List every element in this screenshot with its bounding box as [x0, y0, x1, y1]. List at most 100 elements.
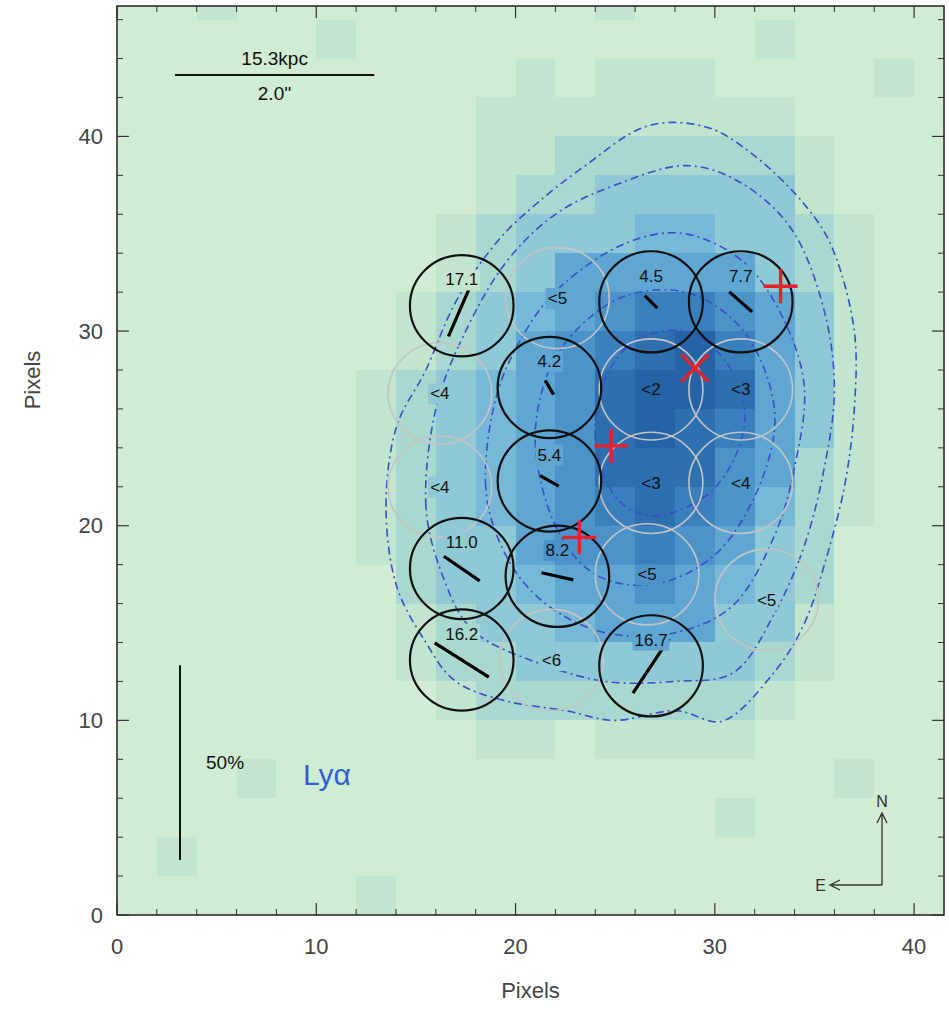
image-cell — [675, 59, 715, 98]
minor-tick — [276, 909, 277, 915]
image-cell — [635, 136, 675, 175]
image-cell — [595, 604, 635, 643]
image-cell — [316, 214, 356, 253]
image-cell — [914, 642, 944, 681]
image-cell — [316, 604, 356, 643]
minor-tick — [156, 909, 157, 915]
minor-tick — [938, 642, 944, 643]
image-cell — [635, 253, 675, 292]
minor-tick — [356, 909, 357, 915]
image-cell — [157, 253, 197, 292]
aperture — [506, 526, 610, 627]
image-cell — [516, 487, 556, 526]
image-cell — [117, 370, 157, 409]
image-cell — [795, 292, 835, 331]
image-cell — [476, 59, 516, 98]
image-cell — [276, 6, 316, 20]
limit-aperture — [715, 549, 819, 650]
minor-tick — [674, 909, 675, 915]
limit-label: <5 — [637, 565, 656, 584]
minor-tick — [117, 369, 123, 370]
image-cell — [516, 837, 556, 876]
image-cell — [715, 292, 755, 331]
image-cell — [117, 681, 157, 720]
image-cell — [476, 20, 516, 59]
image-cell — [874, 720, 914, 759]
image-cell — [197, 214, 237, 253]
minor-tick — [395, 909, 396, 915]
image-cell — [914, 409, 944, 448]
image-cell — [874, 526, 914, 565]
image-cell — [874, 409, 914, 448]
image-cell — [595, 97, 635, 136]
image-cell — [795, 837, 835, 876]
polarization-vector — [540, 476, 559, 487]
image-cell — [874, 448, 914, 487]
image-cell — [197, 642, 237, 681]
aperture — [498, 337, 602, 438]
image-cell — [675, 720, 715, 759]
image-cell — [555, 370, 595, 409]
image-cell — [157, 97, 197, 136]
image-cell — [516, 759, 556, 798]
y-tick — [117, 330, 129, 331]
annotation: Lyα — [303, 758, 351, 791]
image-cell — [595, 409, 635, 448]
image-cell — [316, 6, 356, 20]
image-cell — [635, 837, 675, 876]
minor-tick — [395, 6, 396, 12]
sources — [562, 269, 797, 554]
contour — [595, 330, 745, 516]
image-cell — [635, 565, 675, 604]
image-cell — [715, 642, 755, 681]
label-patch — [443, 269, 480, 290]
image-cell — [117, 136, 157, 175]
image-cell — [715, 370, 755, 409]
y-tick — [932, 330, 944, 331]
compass: NE — [815, 793, 887, 894]
image-cell — [157, 20, 197, 59]
minor-tick — [117, 175, 123, 176]
contours — [386, 122, 856, 721]
image-cell — [555, 837, 595, 876]
image-cell — [795, 565, 835, 604]
minor-tick — [117, 486, 123, 487]
image-cell — [157, 759, 197, 798]
image-cell — [476, 487, 516, 526]
image-cell — [516, 370, 556, 409]
image-cell — [795, 526, 835, 565]
image-cell — [914, 681, 944, 720]
image-cell — [276, 681, 316, 720]
image-cell — [635, 409, 675, 448]
image-cell — [795, 20, 835, 59]
image-cell — [795, 214, 835, 253]
image-cell — [276, 448, 316, 487]
x-tick-label: 0 — [111, 934, 123, 959]
image-cell — [237, 487, 277, 526]
image-cell — [834, 214, 874, 253]
aperture-label: 7.7 — [729, 267, 753, 286]
image-cell — [396, 759, 436, 798]
label-patch — [729, 473, 752, 494]
image-cell — [795, 759, 835, 798]
contour — [535, 290, 775, 586]
image-cell — [396, 331, 436, 370]
image-cell — [276, 642, 316, 681]
image-cell — [276, 136, 316, 175]
minor-tick — [117, 58, 123, 59]
image-cell — [755, 214, 795, 253]
image-cell — [197, 837, 237, 876]
image-cell — [834, 642, 874, 681]
image-cell — [715, 759, 755, 798]
image-cell — [675, 565, 715, 604]
image-cell — [755, 759, 795, 798]
image-cell — [237, 604, 277, 643]
image-cell — [316, 526, 356, 565]
image-cell — [396, 214, 436, 253]
aperture — [410, 518, 514, 619]
image-cell — [834, 526, 874, 565]
image-cell — [117, 59, 157, 98]
image-cell — [595, 175, 635, 214]
image-cell — [276, 331, 316, 370]
x-tick-label: 40 — [902, 934, 926, 959]
